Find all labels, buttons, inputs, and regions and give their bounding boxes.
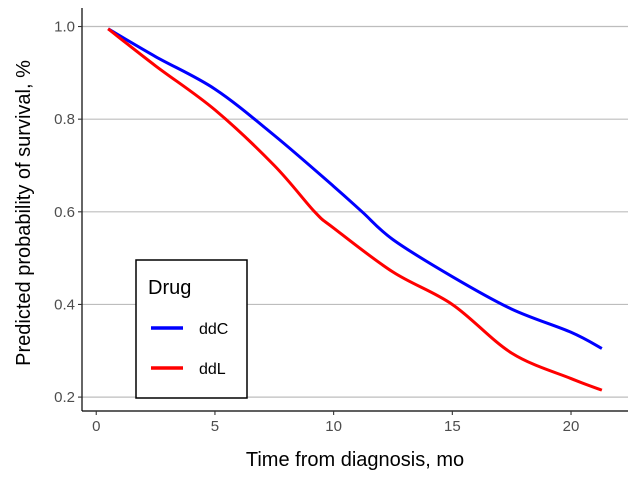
series-line-ddL xyxy=(107,27,603,392)
y-tick-label: 0.8 xyxy=(54,111,75,128)
y-axis-title: Predicted probability of survival, % xyxy=(13,60,35,366)
x-axis-title: Time from diagnosis, mo xyxy=(246,449,464,471)
legend-title: Drug xyxy=(148,277,191,299)
y-tick-label: 0.6 xyxy=(54,204,75,221)
x-tick-label: 20 xyxy=(563,418,580,435)
x-ticks: 0 5 10 15 20 xyxy=(92,411,579,435)
x-tick-label: 5 xyxy=(211,418,219,435)
legend: Drug ddC ddL xyxy=(135,259,248,399)
x-tick-label: 10 xyxy=(325,418,342,435)
series-line-ddC xyxy=(107,27,603,350)
y-ticks: 0.2 0.4 0.6 0.8 1.0 xyxy=(54,19,82,406)
y-tick-label: 1.0 xyxy=(54,19,75,36)
legend-label-ddC: ddC xyxy=(199,321,228,338)
series-lines xyxy=(107,27,603,392)
x-tick-label: 0 xyxy=(92,418,100,435)
y-tick-label: 0.4 xyxy=(54,296,75,313)
x-tick-label: 15 xyxy=(444,418,461,435)
y-tick-label: 0.2 xyxy=(54,389,75,406)
legend-label-ddL: ddL xyxy=(199,361,226,378)
